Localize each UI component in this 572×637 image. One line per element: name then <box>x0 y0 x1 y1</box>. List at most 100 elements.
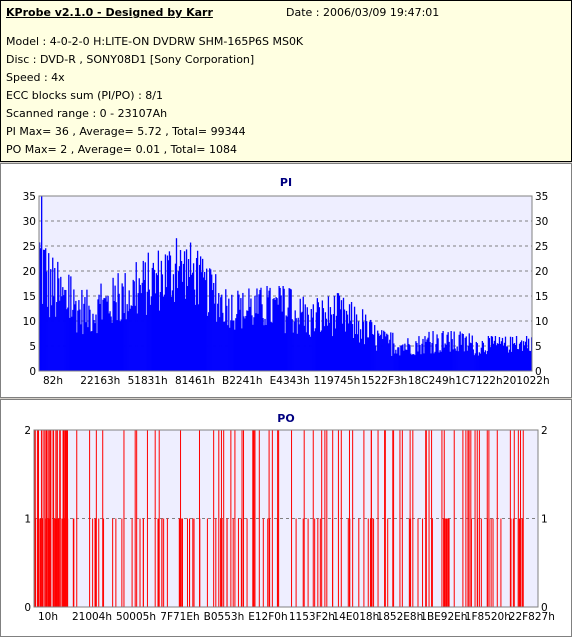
po-bar <box>39 518 41 607</box>
pi-bar <box>493 340 496 371</box>
pi-bar <box>333 295 336 371</box>
pi-bar <box>178 266 181 371</box>
po-bar <box>213 430 215 607</box>
pi-x-tick-label: 1522F3h <box>361 375 407 387</box>
pi-bar <box>326 325 329 371</box>
pi-y-tick-label-left: 15 <box>23 291 36 303</box>
pi-bar <box>444 343 446 371</box>
pi-bar <box>241 328 243 371</box>
po-bar <box>63 518 65 607</box>
pi-bar <box>154 293 157 371</box>
pi-bar <box>143 280 145 371</box>
pi-bar <box>470 343 472 371</box>
pi-bar <box>222 312 224 371</box>
po-bar <box>465 430 467 607</box>
po-bar <box>370 430 372 607</box>
po-chart-panel: PO 0 0 1 1 2 2 10h 21004h 50005h 7F71Eh B0553h E12F… <box>0 399 572 637</box>
pi-bar <box>177 271 180 371</box>
po-bar <box>271 430 273 607</box>
pi-bar <box>121 283 123 371</box>
pi-bar <box>233 320 235 371</box>
pi-bar <box>237 290 239 371</box>
pi-bar <box>239 309 241 371</box>
pi-bar <box>123 313 125 371</box>
pi-bar <box>264 318 266 371</box>
pi-bar <box>508 349 511 371</box>
pi-bar <box>223 321 225 371</box>
pi-bar <box>401 345 403 371</box>
po-bar <box>513 430 515 607</box>
pi-bar <box>297 317 299 371</box>
pi-x-tick-label: 201022h <box>503 375 550 387</box>
pi-bar <box>443 347 445 371</box>
po-bar <box>517 430 519 607</box>
pi-bar <box>528 350 531 371</box>
pi-bar <box>487 336 490 371</box>
pi-bar <box>472 349 474 371</box>
po-bar <box>221 518 223 607</box>
po-bar <box>58 518 60 607</box>
pi-bar <box>488 338 491 371</box>
pi-bar <box>85 322 87 371</box>
po-bar <box>476 430 478 607</box>
pi-bar <box>361 309 364 371</box>
po-bar <box>520 430 522 607</box>
po-bar <box>181 518 183 607</box>
po-bar <box>46 518 48 607</box>
pi-bar <box>379 336 381 371</box>
pi-y-tick-label-right: 10 <box>535 316 548 328</box>
po-bar <box>340 430 342 607</box>
pi-bar <box>330 314 333 371</box>
po-bar <box>62 518 64 607</box>
po-bar <box>215 518 217 607</box>
pi-bar <box>90 331 92 371</box>
pi-bar <box>168 251 171 371</box>
po-bar <box>35 518 37 607</box>
pi-bar <box>426 339 428 371</box>
pi-bar <box>41 196 43 371</box>
po-bar <box>510 518 512 607</box>
po-bar <box>269 518 271 607</box>
pi-bar <box>54 268 56 371</box>
po-bar <box>73 518 75 607</box>
pi-bar <box>179 250 182 371</box>
po-bar <box>72 518 74 607</box>
pi-bar <box>402 344 404 371</box>
pi-y-tick-label-left: 0 <box>29 366 36 378</box>
app-title: KProbe v2.1.0 - Designed by Karr <box>6 6 213 19</box>
pi-bar <box>450 331 452 371</box>
pi-bar <box>436 334 438 371</box>
pi-bar <box>420 354 422 371</box>
pi-bar <box>349 320 352 371</box>
pi-bar <box>440 351 442 371</box>
pi-bar <box>115 302 117 371</box>
po-bar <box>478 430 480 607</box>
po-bar <box>363 430 365 607</box>
po-bar <box>470 518 472 607</box>
po-bar <box>234 430 236 607</box>
po-bar <box>321 430 323 607</box>
pi-bar <box>68 274 70 371</box>
pi-bar <box>133 281 135 371</box>
pi-bar <box>406 349 408 371</box>
pi-bar <box>287 307 289 371</box>
po-bar <box>258 430 260 607</box>
po-bar <box>241 430 243 607</box>
pi-bar <box>298 324 300 371</box>
po-bar <box>163 518 165 607</box>
pi-chart-panel: PI 0 0 5 5 10 10 15 15 20 20 25 25 30 30 35 35 82h 22163h… <box>0 163 572 398</box>
pi-bar <box>311 317 313 371</box>
po-bar <box>136 430 138 607</box>
po-bar <box>246 518 248 607</box>
pi-bar <box>174 263 177 371</box>
info-panel: KProbe v2.1.0 - Designed by Karr Date : … <box>0 0 572 162</box>
pi-bar <box>380 334 382 371</box>
pi-bar <box>275 297 277 371</box>
pi-bar <box>336 293 339 371</box>
pi-bar <box>386 333 388 371</box>
po-bar <box>509 430 511 607</box>
pi-bar <box>250 298 252 371</box>
pi-bar <box>479 353 481 371</box>
pi-bar <box>210 269 212 371</box>
pi-bar <box>356 334 359 371</box>
